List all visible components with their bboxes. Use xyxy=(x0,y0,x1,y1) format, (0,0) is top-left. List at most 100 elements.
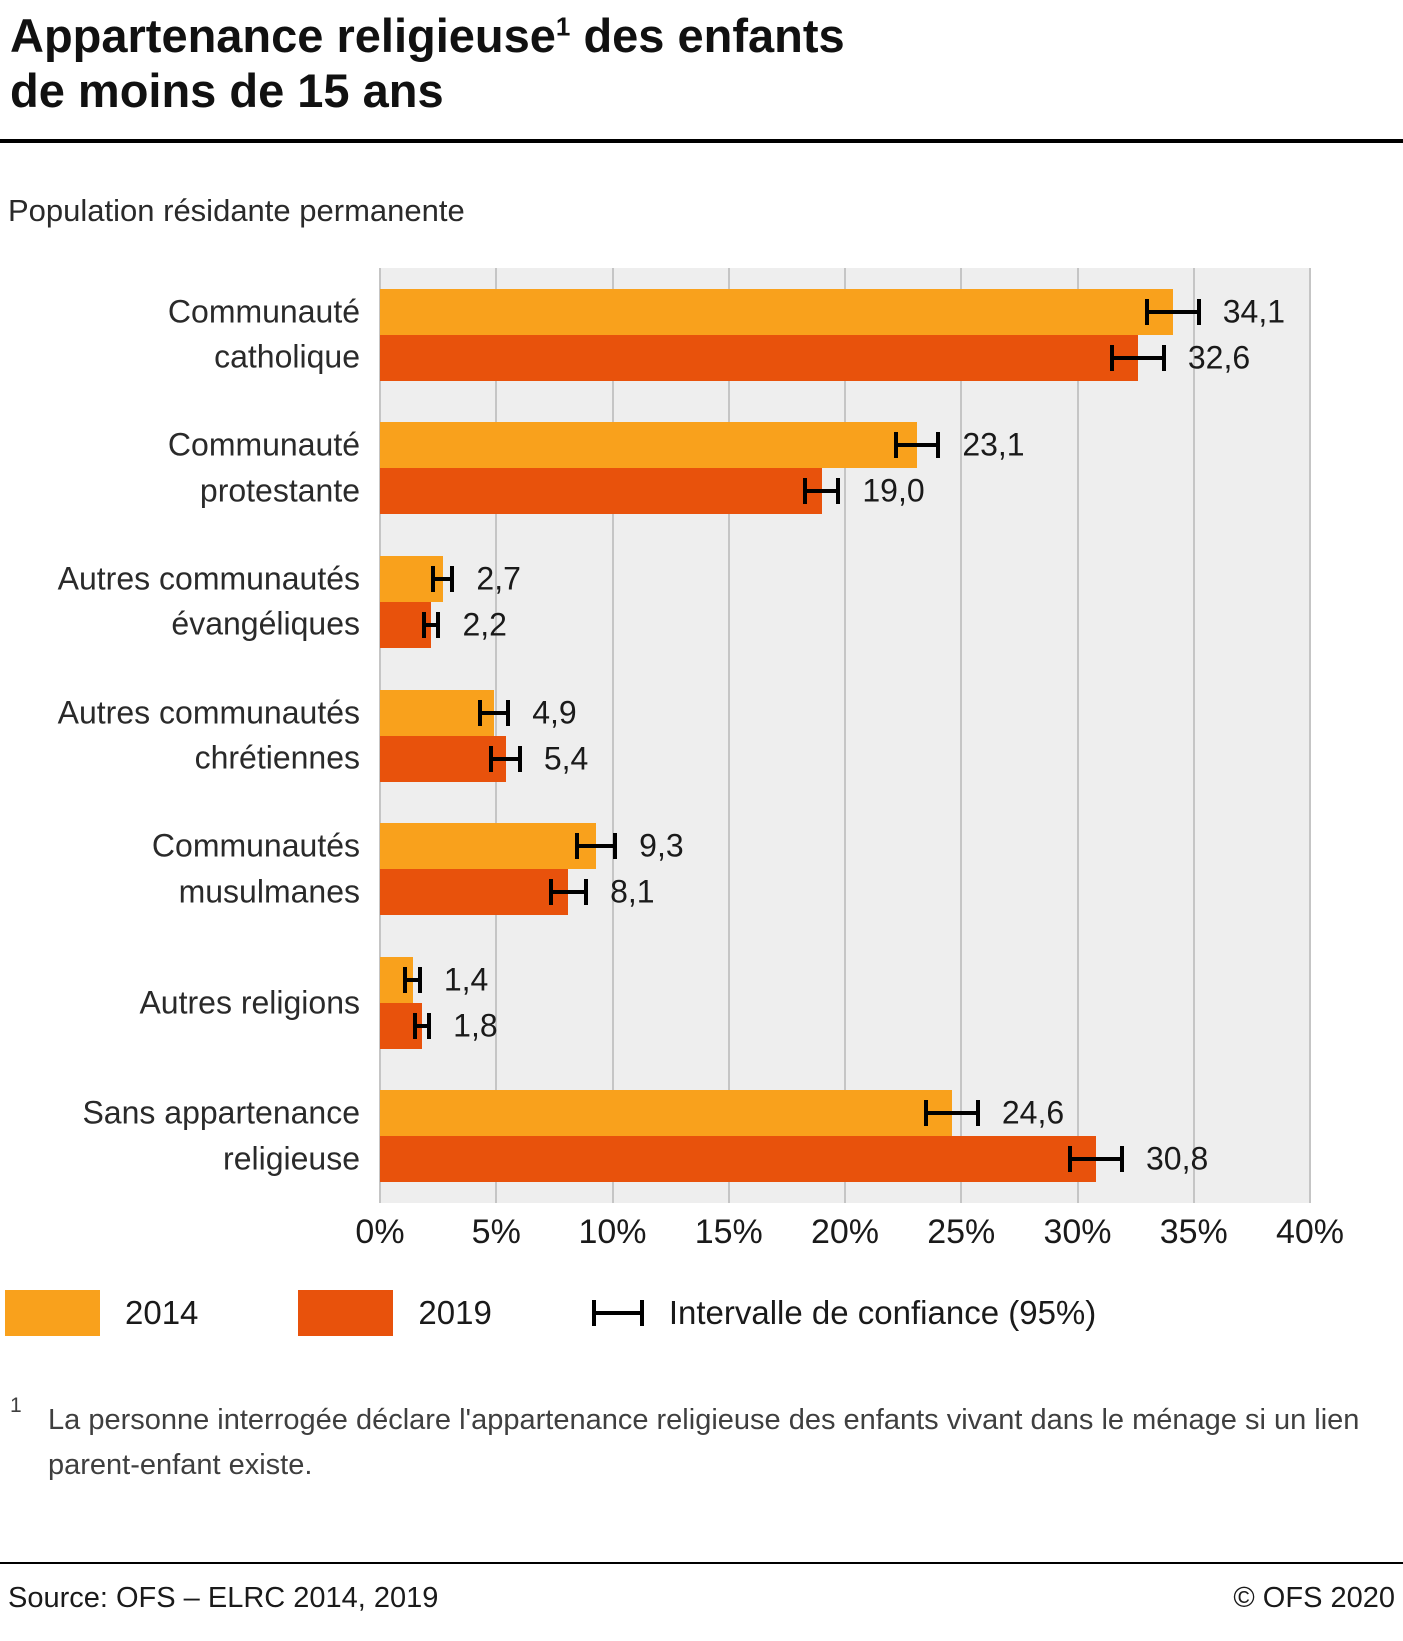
error-bar-cap-right xyxy=(436,611,441,638)
error-bar-line xyxy=(421,622,441,627)
source-text: Source: OFS – ELRC 2014, 2019 xyxy=(8,1582,439,1614)
error-bar-line xyxy=(924,1111,980,1116)
value-label: 19,0 xyxy=(862,472,925,509)
bar-2014 xyxy=(380,689,494,736)
error-bar-line xyxy=(1068,1157,1124,1162)
x-axis-ticks: 0% 5% 10% 15% 20% 25% 30% 35% 40% xyxy=(355,1213,1344,1258)
legend-item-2014: 2014 xyxy=(5,1290,198,1336)
error-bar-cap-left xyxy=(1110,344,1115,371)
bar-2019 xyxy=(380,334,1138,381)
legend: 2014 2019 Intervalle de confiance (95%) xyxy=(5,1288,1398,1338)
error-bar-line xyxy=(489,756,522,761)
category-label: Sans appartenance religieuse xyxy=(82,1094,360,1177)
x-axis-tick-label: 15% xyxy=(694,1213,763,1251)
value-label: 5,4 xyxy=(543,740,589,776)
bar-2019 xyxy=(380,468,822,515)
value-label: 32,6 xyxy=(1187,339,1251,376)
error-bar-cap-right xyxy=(584,879,589,906)
category-label: Communauté catholique xyxy=(167,293,360,375)
gridline xyxy=(1192,268,1195,1203)
error-bar-cap-left xyxy=(924,1100,929,1127)
error-bar-cap-left xyxy=(489,745,494,772)
error-bar-cap-left xyxy=(403,966,408,993)
error-bar-line xyxy=(803,489,841,494)
value-label: 1,8 xyxy=(453,1007,498,1044)
bar-2014 xyxy=(380,823,597,870)
category-label: Autres religions xyxy=(139,983,360,1020)
error-bar-line xyxy=(403,977,422,982)
error-bar-line xyxy=(477,710,511,715)
gridline xyxy=(960,268,963,1203)
error-bar-cap-left xyxy=(575,833,580,860)
copyright-text: © OFS 2020 xyxy=(1233,1582,1395,1614)
gridline xyxy=(1309,268,1311,1203)
error-bar-cap-right xyxy=(506,699,511,726)
error-bar-cap-right xyxy=(427,1012,432,1039)
footer: Source: OFS – ELRC 2014, 2019 © OFS 2020 xyxy=(8,1582,1395,1615)
gridline xyxy=(727,268,730,1203)
gridline xyxy=(611,268,614,1203)
x-axis-tick-label: 35% xyxy=(1159,1213,1228,1251)
title-footnote-marker: 1 xyxy=(555,11,571,42)
legend-label-2019: 2019 xyxy=(418,1294,492,1331)
error-bar-cap-right xyxy=(639,1300,644,1326)
value-label: 24,6 xyxy=(1001,1094,1065,1131)
legend-item-confidence-interval: Intervalle de confiance (95%) xyxy=(591,1294,1097,1332)
footer-divider xyxy=(0,1562,1403,1564)
bar-2014 xyxy=(380,288,1173,335)
value-label: 4,9 xyxy=(532,694,577,730)
category-label: Communauté protestante xyxy=(167,426,360,509)
page-title: Appartenance religieuse1 des enfants de … xyxy=(10,8,1393,119)
error-bar-cap-right xyxy=(1120,1146,1124,1173)
error-bar-line xyxy=(431,576,455,581)
error-bar-line xyxy=(893,443,941,448)
error-bar-line xyxy=(575,844,618,849)
x-axis-tick-label: 0% xyxy=(355,1213,405,1251)
category-label: Communautés musulmanes xyxy=(151,827,360,910)
legend-label-confidence-interval: Intervalle de confiance (95%) xyxy=(668,1294,1097,1331)
bar-2019 xyxy=(380,735,506,782)
value-label: 34,1 xyxy=(1222,293,1285,330)
value-label: 2,2 xyxy=(462,606,507,643)
error-bar-cap-right xyxy=(517,745,522,772)
footnote-text: La personne interrogée déclare l'apparte… xyxy=(48,1404,1360,1481)
footnote: 1 La personne interrogée déclare l'appar… xyxy=(10,1394,1380,1488)
value-label: 30,8 xyxy=(1146,1140,1209,1177)
error-bar-cap-right xyxy=(450,565,455,592)
x-axis-tick-label: 40% xyxy=(1275,1213,1345,1251)
error-bar-cap-left xyxy=(893,432,898,459)
error-bar-cap-left xyxy=(477,699,482,726)
error-bar-line xyxy=(412,1023,432,1028)
title-line1: Appartenance religieuse1 des enfants xyxy=(10,8,1393,63)
bar-chart: Communauté catholique Communauté protestant… xyxy=(0,268,1403,1258)
footnote-marker: 1 xyxy=(10,1394,22,1417)
title-text-1: Appartenance religieuse xyxy=(10,9,556,62)
error-bar-cap-left xyxy=(412,1012,417,1039)
error-bar-cap-right xyxy=(417,966,422,993)
legend-swatch-2019 xyxy=(298,1290,394,1336)
error-bar-line xyxy=(591,1311,644,1315)
bar-2014 xyxy=(380,1090,952,1137)
value-label: 23,1 xyxy=(962,426,1025,463)
error-bar-cap-left xyxy=(421,611,426,638)
title-line2: de moins de 15 ans xyxy=(10,64,444,118)
error-bar-line xyxy=(548,890,589,895)
bar-2014 xyxy=(380,422,918,469)
error-bar-cap-right xyxy=(836,478,841,505)
value-label: 2,7 xyxy=(476,560,521,597)
x-axis-tick-label: 20% xyxy=(810,1213,880,1251)
error-bar-cap-left xyxy=(431,565,436,592)
chart-subtitle: Population résidante permanente xyxy=(8,193,465,228)
legend-swatch-2014 xyxy=(5,1290,100,1336)
value-label: 8,1 xyxy=(610,873,655,910)
legend-item-2019: 2019 xyxy=(298,1290,492,1336)
title-text-2: des enfants xyxy=(570,9,845,62)
error-bar-cap-right xyxy=(936,432,941,459)
error-bar-cap-right xyxy=(1196,298,1201,325)
error-bar-cap-left xyxy=(548,879,553,906)
plot-area: 34,1 32,6 23,1 19,0 2,7 2,2 4,9 5,4 9,3 8,1 1,4 1,8… xyxy=(379,268,1311,1203)
gridline xyxy=(1076,268,1079,1203)
x-axis-tick-label: 25% xyxy=(927,1213,996,1251)
bar-2019 xyxy=(380,1136,1097,1183)
